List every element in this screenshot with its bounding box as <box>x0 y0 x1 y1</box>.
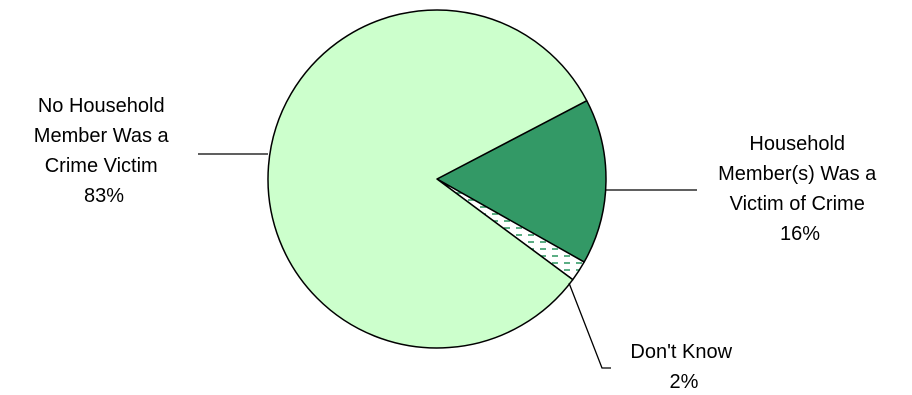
slice-label-no-victim-line-1: No Household <box>38 95 165 117</box>
slice-value-dont-know: 2% <box>670 371 699 393</box>
slice-label-no-victim: No Household Member Was a Crime Victim 8… <box>34 95 174 207</box>
slice-label-victim-line-3: Victim of Crime <box>730 193 865 215</box>
leader-line-dont-know <box>568 282 611 369</box>
pie-slices <box>267 9 607 349</box>
slice-label-no-victim-line-2: Member Was a <box>34 125 170 147</box>
slice-label-victim-line-2: Member(s) Was a <box>718 163 877 185</box>
slice-label-victim: Household Member(s) Was a Victim of Crim… <box>718 133 882 245</box>
pie-slice-no-victim <box>267 9 588 349</box>
slice-label-dont-know-line-1: Don't Know <box>630 341 732 363</box>
slice-value-no-victim: 83% <box>84 185 124 207</box>
slice-label-no-victim-line-3: Crime Victim <box>45 155 158 177</box>
slice-label-dont-know: Don't Know 2% <box>630 341 737 393</box>
slice-value-victim: 16% <box>780 223 820 245</box>
pie-slice-victim <box>436 99 607 263</box>
slice-label-victim-line-1: Household <box>749 133 845 155</box>
